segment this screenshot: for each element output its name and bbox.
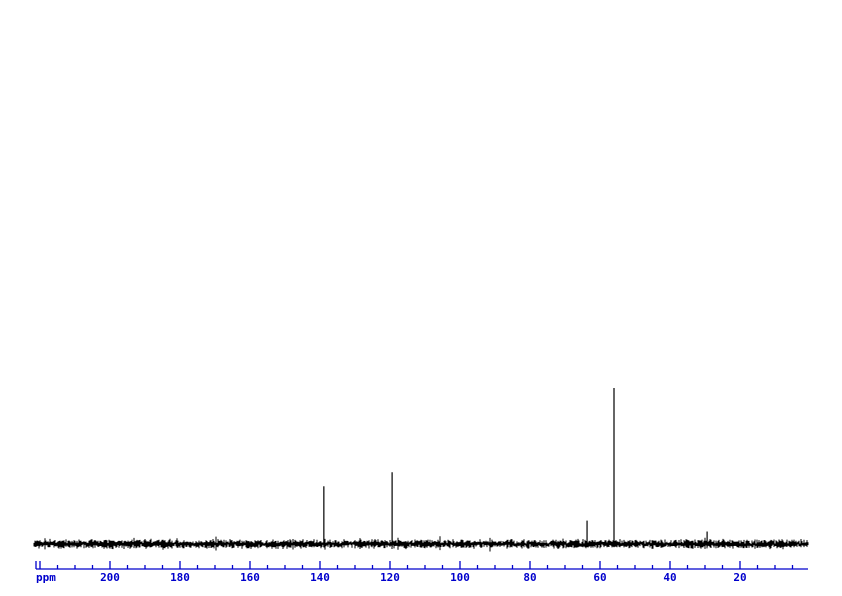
axis-tick-label: 60 [593, 571, 606, 584]
axis-tick-label: 180 [170, 571, 190, 584]
baseline-noise [33, 536, 809, 552]
axis-tick-label: 140 [310, 571, 330, 584]
axis-tick-label: 160 [240, 571, 260, 584]
axis-tick-label: 120 [380, 571, 400, 584]
axis-tick-label: 100 [450, 571, 470, 584]
axis-tick-label: 40 [663, 571, 676, 584]
axis-unit-label: ppm [36, 571, 56, 584]
axis-tick-label: 200 [100, 571, 120, 584]
spectrum-trace [33, 388, 809, 552]
ppm-axis: 200 180 160 140 120 100 80 60 40 20 ppm [35, 561, 808, 584]
axis-tick-label: 80 [523, 571, 536, 584]
axis-tick-label: 20 [733, 571, 746, 584]
